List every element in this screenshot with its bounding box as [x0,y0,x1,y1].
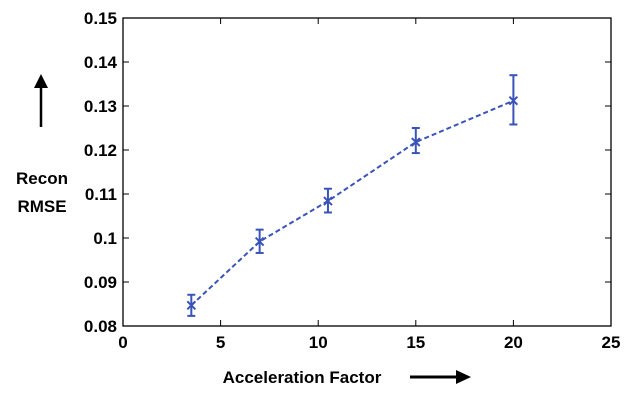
x-tick-label: 25 [602,333,621,352]
x-tick-label: 0 [118,333,127,352]
up-arrow [34,74,48,127]
y-tick-label: 0.1 [93,229,117,248]
data-point [186,300,197,311]
x-axis-label-text: Acceleration Factor [223,368,382,387]
y-tick-label: 0.12 [84,141,117,160]
y-axis-label-line: RMSE [17,197,66,216]
x-axis-label: Acceleration Factor [223,368,382,387]
right-arrow [410,370,471,384]
plot-frame [122,17,612,327]
y-tick-label: 0.14 [84,53,118,72]
y-tick-label: 0.13 [84,97,117,116]
data-point [323,196,333,206]
y-axis-label-line: Recon [16,169,68,188]
y-tick-label: 0.08 [84,317,117,336]
y-axis-ticks: 0.08 0.09 0.1 0.11 0.12 0.13 0.14 0.15 [84,9,611,336]
x-tick-label: 5 [216,333,225,352]
x-axis-ticks: 0 5 10 15 20 25 [118,18,620,352]
y-axis-label: Recon RMSE [16,169,68,216]
x-tick-label: 15 [406,333,425,352]
x-tick-label: 20 [504,333,523,352]
data-point [508,96,519,106]
y-tick-label: 0.09 [84,273,117,292]
y-tick-label: 0.15 [84,9,117,28]
y-tick-label: 0.11 [85,185,117,204]
x-tick-label: 10 [309,333,328,352]
error-bar [411,127,420,155]
series-line [190,99,514,307]
data-point [254,236,265,247]
data-point [411,137,421,147]
series-layer [186,74,519,317]
